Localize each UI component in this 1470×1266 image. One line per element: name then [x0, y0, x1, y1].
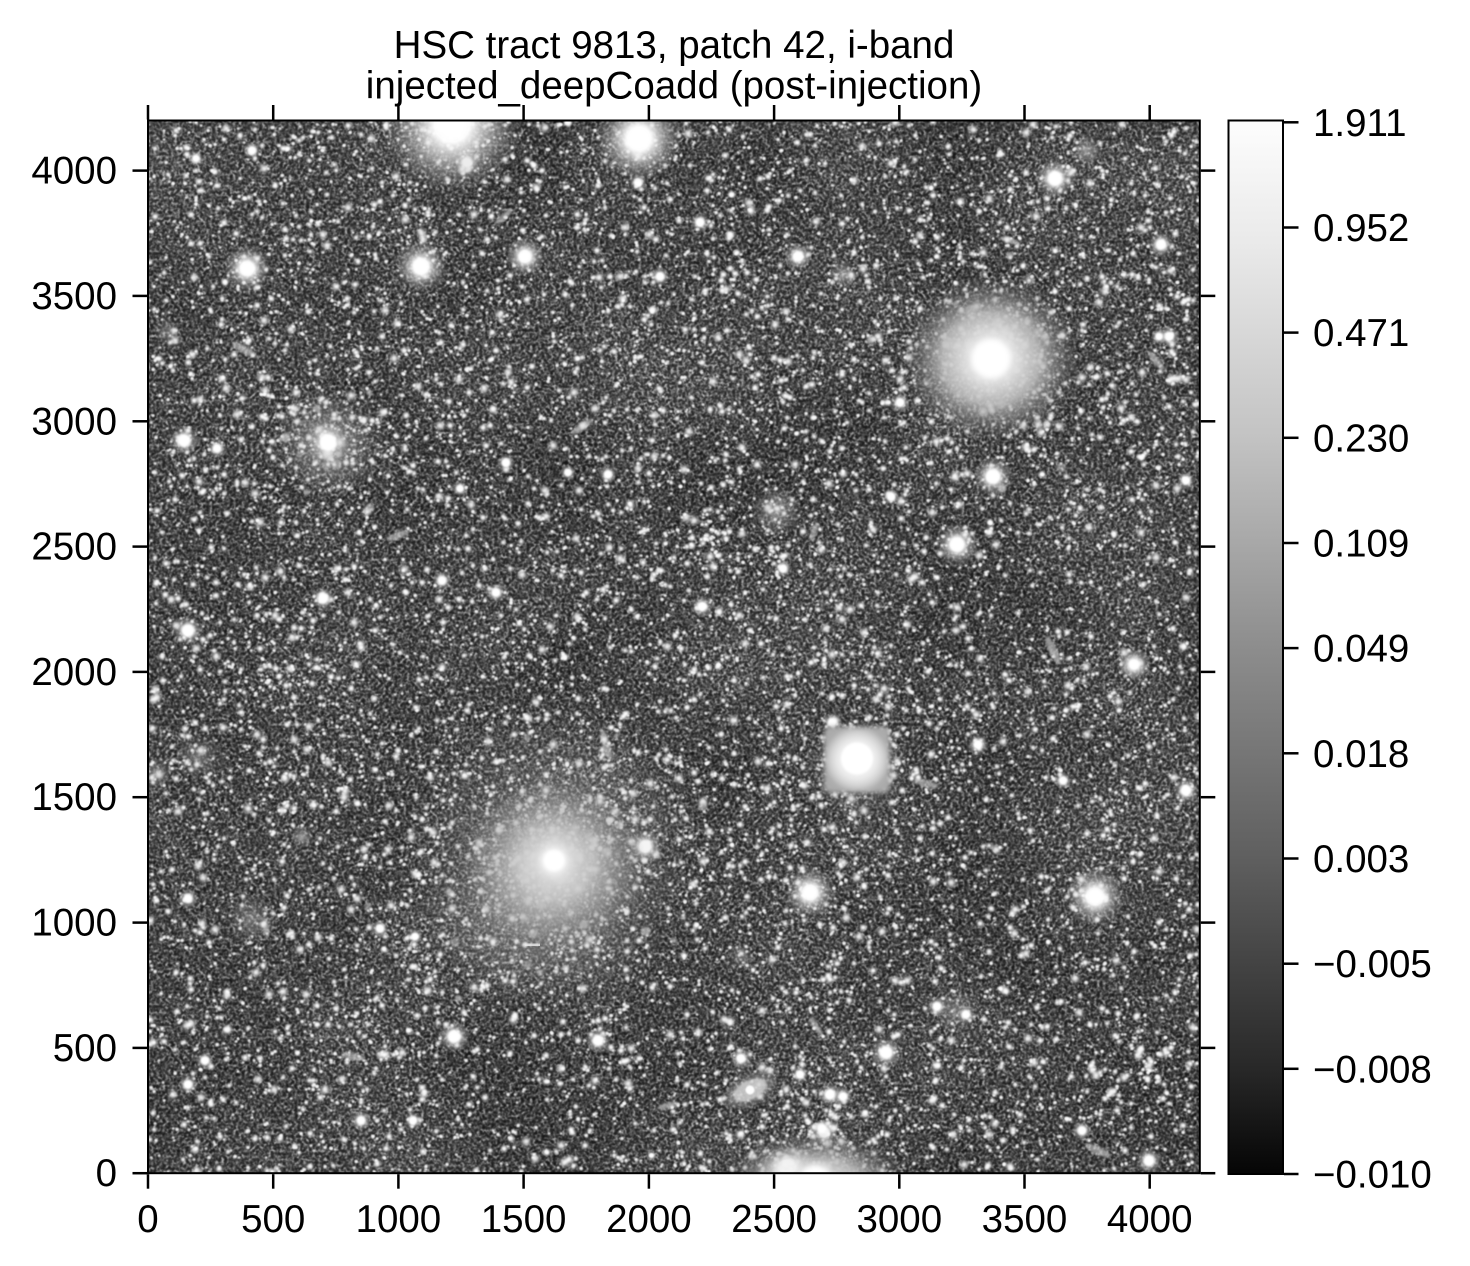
svg-text:4000: 4000 [31, 150, 117, 193]
svg-text:0.230: 0.230 [1313, 417, 1409, 460]
svg-text:3500: 3500 [31, 275, 117, 318]
svg-text:500: 500 [241, 1198, 305, 1241]
svg-text:0: 0 [137, 1198, 158, 1241]
svg-text:2500: 2500 [31, 526, 117, 569]
svg-text:3500: 3500 [982, 1198, 1068, 1241]
svg-text:1000: 1000 [356, 1198, 442, 1241]
svg-text:−0.010: −0.010 [1313, 1154, 1432, 1197]
svg-text:2000: 2000 [606, 1198, 692, 1241]
svg-text:−0.005: −0.005 [1313, 943, 1432, 986]
svg-text:0.049: 0.049 [1313, 628, 1409, 671]
svg-text:1500: 1500 [481, 1198, 567, 1241]
svg-text:0.952: 0.952 [1313, 207, 1409, 250]
svg-text:0.471: 0.471 [1313, 312, 1409, 355]
svg-text:1.911: 1.911 [1313, 102, 1407, 145]
svg-text:0.018: 0.018 [1313, 733, 1409, 776]
svg-text:−0.008: −0.008 [1313, 1048, 1432, 1091]
svg-text:1000: 1000 [31, 902, 117, 945]
svg-text:2000: 2000 [31, 651, 117, 694]
svg-text:3000: 3000 [856, 1198, 942, 1241]
svg-text:HSC tract 9813, patch 42, i-ba: HSC tract 9813, patch 42, i-band [394, 24, 955, 67]
svg-text:500: 500 [53, 1027, 117, 1070]
svg-text:0.003: 0.003 [1313, 838, 1409, 881]
svg-text:2500: 2500 [731, 1198, 817, 1241]
svg-text:0.109: 0.109 [1313, 523, 1409, 566]
svg-text:3000: 3000 [31, 400, 117, 443]
svg-text:4000: 4000 [1107, 1198, 1193, 1241]
svg-text:1500: 1500 [31, 776, 117, 819]
svg-text:injected_deepCoadd (post-injec: injected_deepCoadd (post-injection) [366, 65, 982, 108]
svg-text:0: 0 [96, 1152, 117, 1195]
